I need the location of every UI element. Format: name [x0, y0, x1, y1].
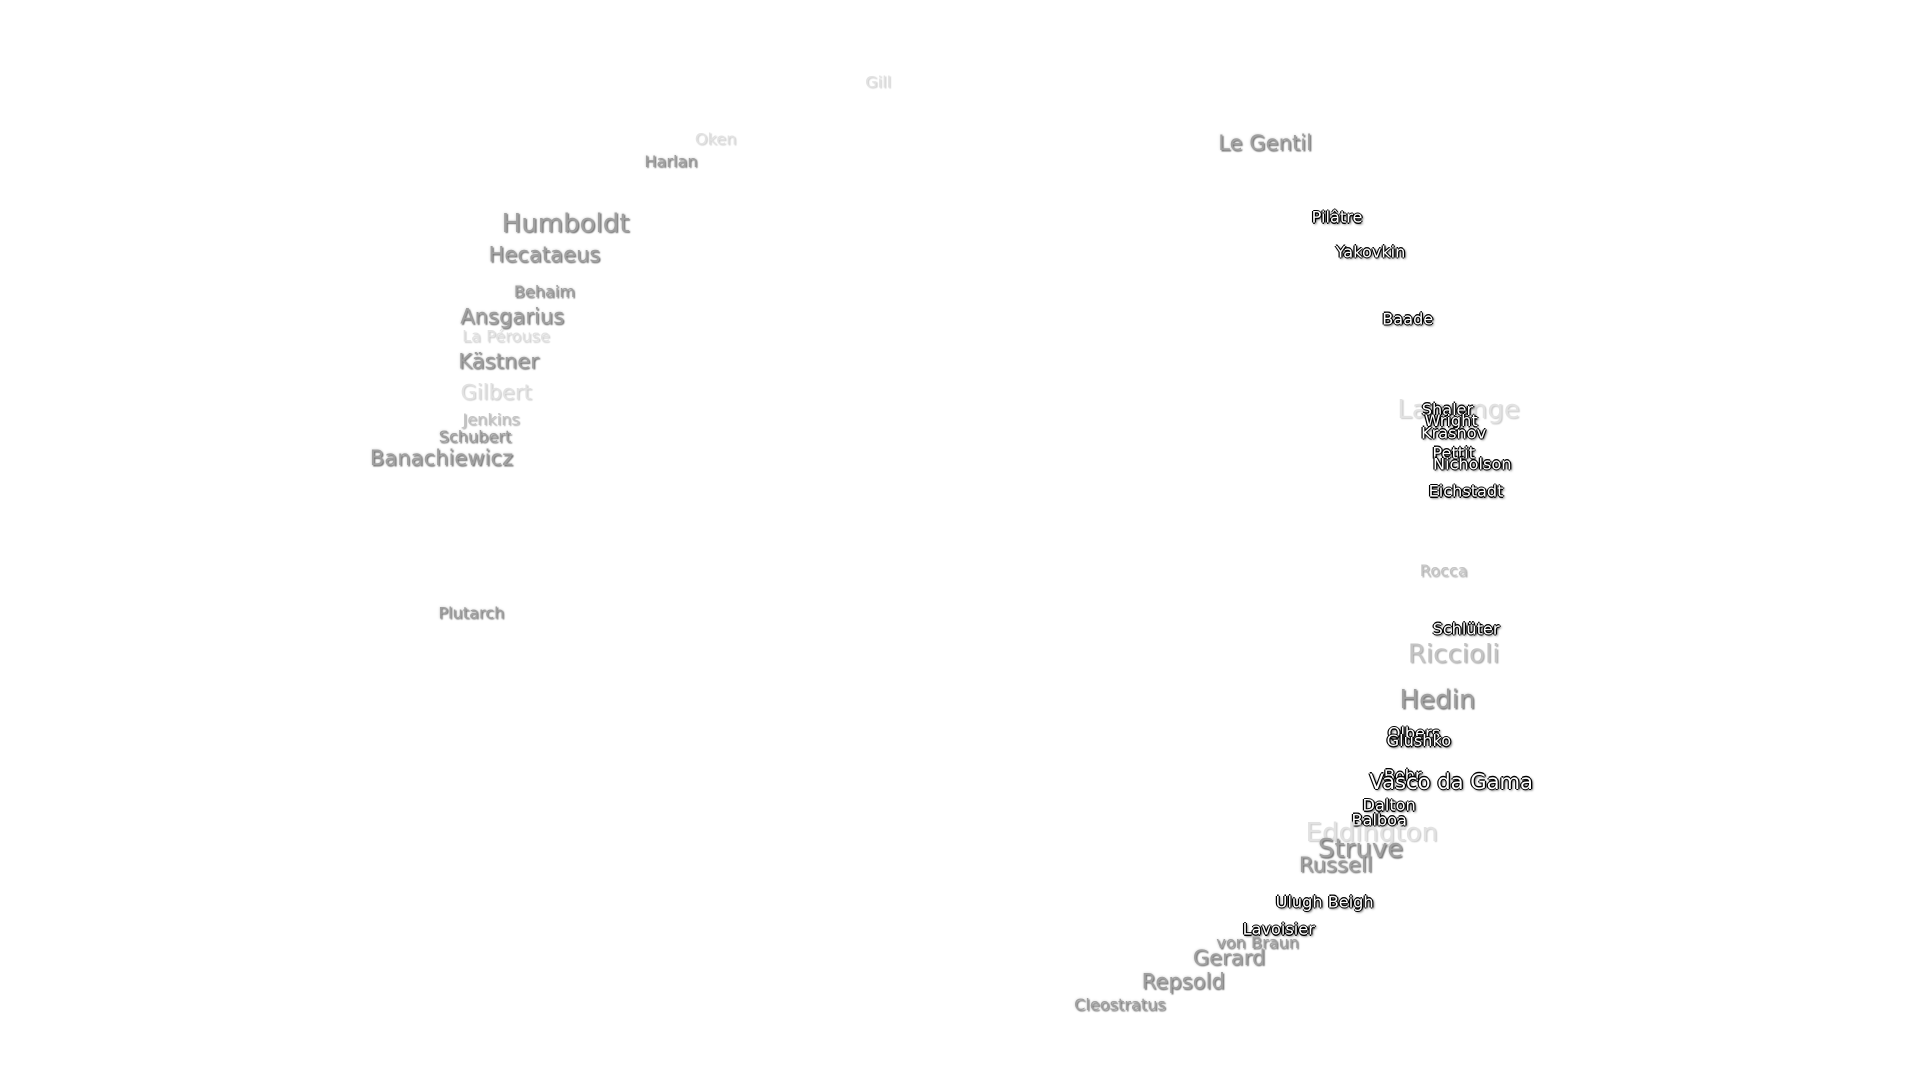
crater-label: Oken [694, 130, 737, 150]
crater-label: Plutarch [438, 604, 505, 624]
crater-label: Harlan [644, 153, 698, 172]
crater-label: Lagrange [1397, 394, 1520, 425]
crater-label: Gerard [1192, 946, 1266, 972]
crater-label: Cleostratus [1074, 996, 1166, 1016]
crater-label: Pettit [1432, 444, 1475, 464]
crater-label: Ansgarius [460, 305, 565, 330]
crater-label: Olbers [1387, 724, 1441, 744]
crater-label: Humboldt [501, 208, 630, 239]
crater-label: Gilbert [460, 380, 532, 406]
crater-label: Hedin [1399, 684, 1476, 715]
crater-label: Struve [1317, 833, 1404, 864]
crater-label: Repsold [1141, 969, 1225, 995]
crater-label: Le Gentil [1218, 131, 1312, 157]
crater-label: Shaler [1421, 401, 1474, 420]
crater-label: Rocca [1419, 562, 1468, 582]
crater-label: Behaim [513, 283, 576, 303]
crater-label: Krasnov [1421, 424, 1487, 444]
crater-label: Bohr [1383, 767, 1422, 786]
crater-label: Vasco da Gama [1369, 770, 1533, 796]
crater-label: Banachiewicz [369, 446, 514, 472]
crater-label: Gill [865, 73, 892, 93]
crater-label: Eddington [1305, 817, 1439, 848]
crater-label: Balboa [1351, 811, 1407, 831]
crater-label: Yakovkin [1335, 243, 1406, 263]
crater-label: Kästner [458, 349, 539, 375]
crater-label: Eichstadt [1428, 483, 1504, 502]
crater-label: Schlüter [1432, 620, 1500, 640]
crater-label: Baade [1382, 310, 1434, 330]
crater-label: Russell [1298, 853, 1373, 879]
crater-label: Jenkins [462, 411, 520, 430]
crater-label: La Pérouse [462, 328, 550, 347]
crater-label: von Braun [1216, 934, 1300, 954]
crater-label: Schubert [438, 428, 512, 448]
crater-label: Pilâtre [1311, 208, 1363, 228]
crater-label: Ulugh Beigh [1275, 893, 1374, 913]
crater-label: Nicholson [1433, 455, 1512, 475]
crater-label: Glushko [1386, 732, 1452, 752]
crater-label: Hecataeus [488, 243, 601, 268]
crater-label: Riccioli [1407, 638, 1500, 669]
crater-label: Lavoisier [1242, 920, 1315, 940]
crater-label: Dalton [1362, 796, 1416, 816]
crater-label: Wright [1424, 412, 1478, 432]
